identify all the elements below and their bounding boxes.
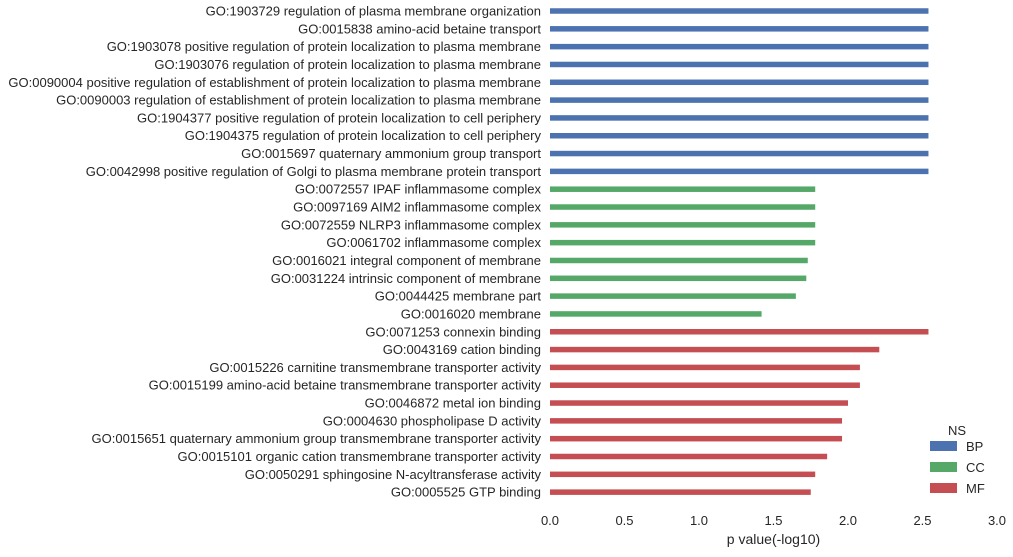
- bar-21: [550, 364, 860, 371]
- category-labels: GO:1903729 regulation of plasma membrane…: [8, 4, 541, 500]
- category-label: GO:1903078 positive regulation of protei…: [107, 39, 541, 54]
- category-label: GO:1904377 positive regulation of protei…: [137, 110, 541, 125]
- bar-28: [550, 489, 811, 495]
- category-label: GO:0071253 connexin binding: [365, 324, 541, 339]
- category-label: GO:0015199 amino-acid betaine transmembr…: [149, 378, 542, 393]
- category-label: GO:0090003 regulation of establishment o…: [56, 93, 541, 108]
- x-tick-label: 0.0: [541, 513, 559, 528]
- legend-label-mf: MF: [966, 481, 985, 496]
- x-axis-ticks: 0.0 0.5 1.0 1.5 2.0 2.5 3.0: [541, 513, 1006, 528]
- category-label: GO:0015697 quaternary ammonium group tra…: [241, 146, 541, 161]
- x-tick-label: 1.0: [690, 513, 708, 528]
- x-axis-title: p value(-log10): [727, 531, 820, 547]
- bar-3: [550, 43, 929, 50]
- bar-20: [550, 346, 880, 353]
- bar-19: [550, 329, 929, 335]
- category-label: GO:0015226 carnitine transmembrane trans…: [209, 360, 541, 375]
- category-label: GO:0031224 intrinsic component of membra…: [271, 271, 541, 286]
- bar-11: [550, 186, 816, 192]
- x-tick-label: 2.0: [839, 513, 857, 528]
- bar-15: [550, 257, 808, 264]
- x-tick-label: 1.5: [764, 513, 782, 528]
- bar-9: [550, 150, 929, 157]
- legend: NS BP CC MF: [930, 423, 985, 496]
- category-label: GO:1904375 regulation of protein localiz…: [185, 128, 542, 143]
- bar-8: [550, 132, 929, 139]
- bar-7: [550, 115, 929, 121]
- bar-18: [550, 311, 762, 317]
- bar-22: [550, 382, 860, 388]
- bar-16: [550, 275, 807, 282]
- legend-title: NS: [948, 423, 966, 438]
- legend-swatch-mf: [930, 483, 957, 493]
- bar-4: [550, 61, 929, 68]
- legend-label-bp: BP: [966, 439, 983, 454]
- category-label: GO:0015651 quaternary ammonium group tra…: [92, 431, 542, 446]
- bar-14: [550, 239, 816, 246]
- category-label: GO:1903076 regulation of protein localiz…: [154, 57, 541, 72]
- bar-27: [550, 471, 816, 478]
- category-label: GO:0050291 sphingosine N-acyltransferase…: [245, 467, 542, 482]
- category-label: GO:0097169 AIM2 inflammasome complex: [293, 200, 541, 215]
- category-label: GO:0016020 membrane: [401, 306, 541, 321]
- bar-23: [550, 400, 848, 406]
- bar-1: [550, 8, 929, 14]
- bar-6: [550, 97, 929, 103]
- x-tick-label: 0.5: [615, 513, 633, 528]
- category-label: GO:1903729 regulation of plasma membrane…: [206, 4, 541, 19]
- bar-13: [550, 222, 816, 228]
- bar-26: [550, 453, 828, 460]
- category-label: GO:0016021 integral component of membran…: [272, 253, 541, 268]
- category-label: GO:0044425 membrane part: [375, 289, 542, 304]
- bar-5: [550, 79, 929, 86]
- bar-24: [550, 418, 843, 424]
- category-label: GO:0090004 positive regulation of establ…: [8, 75, 541, 90]
- legend-label-cc: CC: [966, 460, 985, 475]
- category-label: GO:0015838 amino-acid betaine transport: [298, 21, 541, 36]
- bar-17: [550, 293, 796, 299]
- category-label: GO:0005525 GTP binding: [391, 485, 541, 500]
- bar-25: [550, 435, 843, 442]
- bar-10: [550, 168, 929, 175]
- category-label: GO:0046872 metal ion binding: [365, 396, 541, 411]
- x-tick-label: 2.5: [913, 513, 931, 528]
- category-label: GO:0015101 organic cation transmembrane …: [178, 449, 542, 464]
- category-label: GO:0042998 positive regulation of Golgi …: [86, 164, 542, 179]
- category-label: GO:0072559 NLRP3 inflammasome complex: [281, 217, 542, 232]
- category-label: GO:0061702 inflammasome complex: [326, 235, 541, 250]
- category-label: GO:0004630 phospholipase D activity: [323, 413, 542, 428]
- legend-swatch-cc: [930, 462, 957, 472]
- bar-12: [550, 204, 816, 210]
- category-label: GO:0043169 cation binding: [383, 342, 541, 357]
- legend-swatch-bp: [930, 441, 957, 451]
- bar-2: [550, 26, 929, 32]
- x-tick-label: 3.0: [988, 513, 1006, 528]
- category-label: GO:0072557 IPAF inflammasome complex: [295, 182, 542, 197]
- bars-layer: [550, 8, 929, 495]
